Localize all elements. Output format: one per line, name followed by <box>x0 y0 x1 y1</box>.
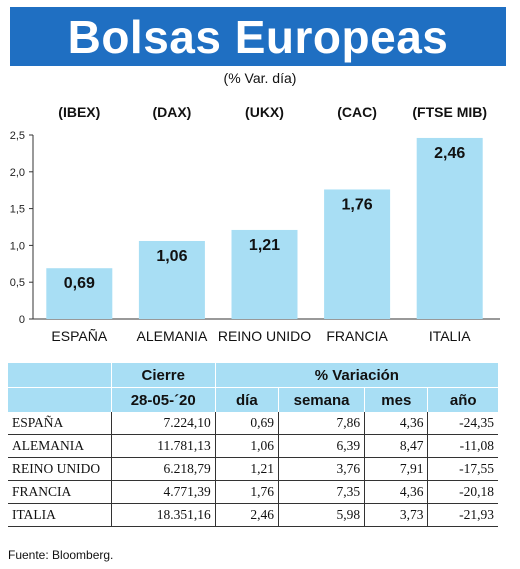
table-header-dia: día <box>214 387 279 412</box>
bar-chart: 0 0,5 1,0 1,5 2,0 2,5 0,69 ESPAÑA (IBEX) 1,06 ALEM… <box>10 104 500 344</box>
bar-value-label: 1,21 <box>249 237 280 254</box>
chart-subtitle: (% Var. día) <box>223 70 297 86</box>
y-tick-label: 2,5 <box>10 130 25 142</box>
table-cell-ano: -17,55 <box>427 457 498 481</box>
table-row: FRANCIA 4.771,39 1,76 7,35 4,36 -20,18 <box>8 480 498 504</box>
ticker-label: (DAX) <box>152 104 191 120</box>
table-header-variacion: % Variación <box>214 363 498 388</box>
ticker-label: (CAC) <box>337 104 377 120</box>
table-cell-dia: 1,21 <box>214 457 279 481</box>
bar <box>231 229 298 319</box>
title-banner: Bolsas Europeas <box>10 7 506 66</box>
table-cell-country: ESPAÑA <box>8 412 112 435</box>
table-cell-dia: 1,76 <box>214 480 279 504</box>
table-row: ITALIA 18.351,16 2,46 5,98 3,73 -21,93 <box>8 503 498 527</box>
bar-value-label: 2,46 <box>434 145 465 162</box>
table-cell-cierre: 18.351,16 <box>110 503 216 527</box>
ticker-label: (FTSE MIB) <box>412 104 487 120</box>
table-cell-ano: -20,18 <box>427 480 498 504</box>
category-label: ESPAÑA <box>51 328 107 344</box>
bar <box>324 189 391 319</box>
table-cell-dia: 1,06 <box>214 434 279 458</box>
table-row: ALEMANIA 11.781,13 1,06 6,39 8,47 -11,08 <box>8 434 498 458</box>
bar <box>138 240 205 319</box>
bar-value-label: 0,69 <box>64 275 95 292</box>
table-cell-mes: 8,47 <box>364 434 428 458</box>
data-table: Cierre % Variación 28-05-´20 día semana … <box>8 363 498 527</box>
table-header-ano: año <box>427 387 498 412</box>
chart-title: Bolsas Europeas <box>67 10 449 63</box>
category-label: FRANCIA <box>326 328 388 344</box>
y-tick-label: 2,0 <box>10 167 25 179</box>
table-cell-country: REINO UNIDO <box>8 457 112 481</box>
table-cell-mes: 7,91 <box>364 457 428 481</box>
y-tick-label: 1,0 <box>10 240 25 252</box>
table-cell-cierre: 4.771,39 <box>110 480 216 504</box>
bar-value-label: 1,76 <box>342 196 373 213</box>
table-header-semana: semana <box>277 387 365 412</box>
table-header-blank-2 <box>8 387 112 412</box>
table-row: ESPAÑA 7.224,10 0,69 7,86 4,36 -24,35 <box>8 412 498 435</box>
table-cell-semana: 7,35 <box>277 480 365 504</box>
table-cell-semana: 5,98 <box>277 503 365 527</box>
data-table-container: Cierre % Variación 28-05-´20 día semana … <box>8 363 498 527</box>
table-cell-country: ITALIA <box>8 503 112 527</box>
table-cell-semana: 7,86 <box>277 412 365 435</box>
table-cell-semana: 3,76 <box>277 457 365 481</box>
source-note: Fuente: Bloomberg. <box>8 548 114 562</box>
table-cell-ano: -21,93 <box>427 503 498 527</box>
table-header-cierre: Cierre <box>110 363 216 388</box>
table-cell-cierre: 6.218,79 <box>110 457 216 481</box>
y-tick-label: 0,5 <box>10 277 25 289</box>
ticker-label: (UKX) <box>245 104 284 120</box>
bar <box>46 268 113 319</box>
table-cell-mes: 4,36 <box>364 412 428 435</box>
table-cell-country: FRANCIA <box>8 480 112 504</box>
category-label: REINO UNIDO <box>218 328 311 344</box>
category-label: ITALIA <box>429 328 471 344</box>
table-cell-dia: 0,69 <box>214 412 279 435</box>
table-cell-mes: 3,73 <box>364 503 428 527</box>
table-row: REINO UNIDO 6.218,79 1,21 3,76 7,91 -17,55 <box>8 457 498 481</box>
table-header-mes: mes <box>364 387 428 412</box>
table-cell-ano: -11,08 <box>427 434 498 458</box>
table-cell-country: ALEMANIA <box>8 434 112 458</box>
category-label: ALEMANIA <box>136 328 207 344</box>
bar <box>416 137 483 319</box>
y-tick-label: 1,5 <box>10 204 25 216</box>
bar-value-label: 1,06 <box>156 248 187 265</box>
table-cell-mes: 4,36 <box>364 480 428 504</box>
table-cell-dia: 2,46 <box>214 503 279 527</box>
table-cell-cierre: 11.781,13 <box>110 434 216 458</box>
table-header-blank <box>8 363 112 388</box>
table-cell-cierre: 7.224,10 <box>110 412 216 435</box>
table-cell-ano: -24,35 <box>427 412 498 435</box>
y-tick-label: 0 <box>19 314 25 326</box>
ticker-label: (IBEX) <box>58 104 100 120</box>
table-cell-semana: 6,39 <box>277 434 365 458</box>
table-header-date: 28-05-´20 <box>110 387 216 412</box>
